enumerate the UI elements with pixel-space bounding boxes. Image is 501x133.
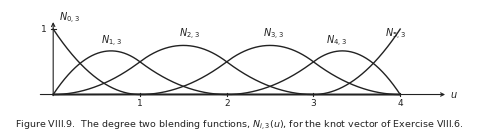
Text: Figure VIII.9.  The degree two blending functions, $N_{i,3}(u)$, for the knot ve: Figure VIII.9. The degree two blending f… — [15, 118, 464, 132]
Text: $N_{3,3}$: $N_{3,3}$ — [263, 27, 284, 42]
Text: $N_{0,3}$: $N_{0,3}$ — [59, 11, 80, 26]
Text: $u$: $u$ — [449, 90, 457, 99]
Text: 1: 1 — [137, 99, 143, 108]
Text: $N_{4,3}$: $N_{4,3}$ — [327, 34, 347, 49]
Text: 1: 1 — [42, 25, 47, 34]
Text: 3: 3 — [311, 99, 316, 108]
Text: $N_{2,3}$: $N_{2,3}$ — [179, 27, 200, 42]
Text: 2: 2 — [224, 99, 229, 108]
Text: $N_{5,3}$: $N_{5,3}$ — [385, 27, 405, 42]
Text: 4: 4 — [397, 99, 403, 108]
Text: $N_{1,3}$: $N_{1,3}$ — [101, 34, 122, 49]
